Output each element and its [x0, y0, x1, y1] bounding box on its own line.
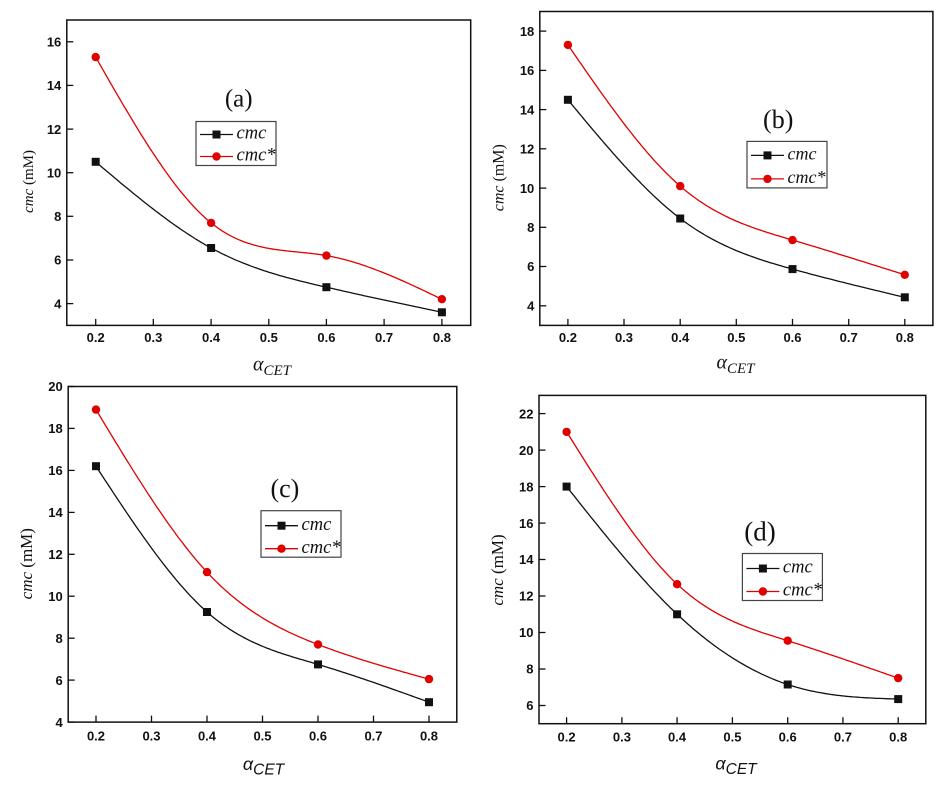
svg-text:0.3: 0.3 [142, 728, 160, 743]
svg-text:0.3: 0.3 [615, 330, 633, 345]
svg-text:6: 6 [55, 673, 62, 688]
svg-text:18: 18 [520, 24, 534, 39]
svg-text:0.6: 0.6 [317, 330, 335, 345]
svg-text:8: 8 [54, 209, 61, 224]
svg-text:cmc*: cmc* [788, 167, 826, 187]
svg-text:0.4: 0.4 [668, 729, 687, 744]
svg-text:0.5: 0.5 [260, 330, 278, 345]
svg-text:(b): (b) [763, 105, 793, 134]
svg-text:cmc*: cmc* [237, 146, 277, 166]
svg-text:cmc: cmc [302, 515, 333, 535]
svg-text:0.2: 0.2 [87, 330, 105, 345]
svg-text:cmc: cmc [237, 124, 268, 144]
svg-text:0.5: 0.5 [723, 729, 741, 744]
svg-text:12: 12 [519, 589, 533, 604]
svg-text:cmc (mM): cmc (mM) [21, 150, 37, 213]
svg-text:cmc: cmc [788, 144, 817, 164]
svg-text:0.2: 0.2 [558, 729, 576, 744]
svg-text:0.8: 0.8 [420, 728, 438, 743]
svg-text:0.4: 0.4 [671, 330, 690, 345]
svg-text:6: 6 [527, 259, 534, 274]
svg-text:0.8: 0.8 [433, 330, 451, 345]
svg-text:12: 12 [47, 122, 61, 137]
svg-text:(c): (c) [270, 474, 299, 503]
svg-text:8: 8 [527, 220, 534, 235]
svg-text:0.3: 0.3 [144, 330, 162, 345]
svg-text:cmc (mM): cmc (mM) [17, 528, 36, 599]
svg-text:4: 4 [54, 296, 62, 311]
svg-text:0.6: 0.6 [779, 729, 797, 744]
svg-text:0.2: 0.2 [559, 330, 577, 345]
svg-text:0.8: 0.8 [889, 729, 907, 744]
svg-text:6: 6 [54, 253, 61, 268]
svg-text:14: 14 [520, 102, 535, 117]
svg-text:4: 4 [527, 299, 535, 314]
svg-text:16: 16 [520, 63, 534, 78]
svg-text:18: 18 [48, 421, 62, 436]
svg-text:14: 14 [48, 505, 63, 520]
svg-text:cmc*: cmc* [783, 581, 823, 601]
svg-text:18: 18 [519, 479, 533, 494]
svg-text:20: 20 [519, 443, 533, 458]
svg-text:12: 12 [48, 547, 62, 562]
svg-text:4: 4 [55, 715, 63, 730]
svg-text:10: 10 [47, 165, 61, 180]
svg-text:cmc (mM): cmc (mM) [488, 534, 507, 605]
svg-text:10: 10 [519, 625, 533, 640]
svg-text:0.7: 0.7 [375, 330, 393, 345]
svg-text:14: 14 [47, 78, 62, 93]
svg-text:14: 14 [519, 552, 534, 567]
svg-text:10: 10 [48, 589, 62, 604]
svg-text:0.7: 0.7 [364, 728, 382, 743]
svg-text:0.4: 0.4 [202, 330, 221, 345]
svg-text:0.8: 0.8 [896, 330, 914, 345]
svg-text:16: 16 [48, 463, 62, 478]
svg-text:16: 16 [519, 516, 533, 531]
svg-text:0.6: 0.6 [309, 728, 327, 743]
svg-text:6: 6 [526, 698, 533, 713]
svg-text:cmc: cmc [783, 558, 814, 578]
svg-text:12: 12 [520, 142, 534, 157]
svg-text:(a): (a) [225, 86, 253, 113]
svg-text:8: 8 [55, 631, 62, 646]
svg-text:(d): (d) [744, 517, 775, 547]
svg-text:0.2: 0.2 [87, 728, 105, 743]
svg-text:8: 8 [526, 662, 533, 677]
svg-text:0.3: 0.3 [613, 729, 631, 744]
svg-text:20: 20 [48, 379, 62, 394]
svg-text:0.5: 0.5 [253, 728, 271, 743]
svg-text:0.6: 0.6 [783, 330, 801, 345]
svg-text:22: 22 [519, 406, 533, 421]
svg-text:0.4: 0.4 [198, 728, 217, 743]
svg-text:cmc*: cmc* [302, 538, 342, 558]
svg-text:0.7: 0.7 [840, 330, 858, 345]
svg-text:16: 16 [47, 35, 61, 50]
svg-text:0.5: 0.5 [727, 330, 745, 345]
svg-text:cmc (mM): cmc (mM) [490, 144, 507, 211]
svg-text:0.7: 0.7 [834, 729, 852, 744]
svg-text:10: 10 [520, 181, 534, 196]
